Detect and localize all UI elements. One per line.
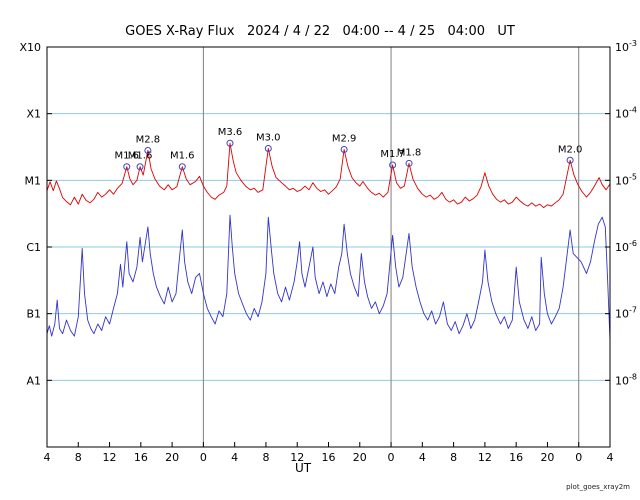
decade-gridlines	[47, 113, 610, 381]
x-tick-label: 4	[231, 451, 238, 464]
flare-peak-marker	[389, 161, 397, 169]
flare-peak-marker	[566, 156, 574, 164]
flare-class-label: M1.7	[380, 149, 405, 160]
x-tick-label: 8	[75, 451, 82, 464]
flare-class-label: M1.6	[170, 151, 195, 162]
x-tick-label: 16	[509, 451, 523, 464]
flare-peak-marker	[264, 145, 272, 153]
flux-power-label: 10-8	[615, 372, 637, 387]
flare-class-label: M1.8	[397, 147, 422, 158]
flare-annotations: M1.6M1.6M2.8M1.6M3.6 M3.0 M2.9M1.7M1.8 M2.0	[114, 127, 583, 171]
flux-power-label: 10-7	[615, 306, 637, 321]
x-axis-label: UT	[294, 461, 312, 475]
y-axis-right-labels: 10-3 10-4 10-5 10-6 10-7 10-8	[605, 39, 637, 387]
chart-title: GOES X-Ray Flux 2024 / 4 / 22 04:00 -- 4…	[125, 24, 515, 39]
x-tick-label: 0	[575, 451, 582, 464]
flare-class-label: M3.6	[218, 127, 243, 138]
x-tick-label: 0	[200, 451, 207, 464]
flare-peak-marker	[340, 146, 348, 154]
flux-class-label: A1	[26, 374, 41, 387]
flux-class-label: X10	[19, 41, 41, 54]
flare-peak-marker	[178, 163, 186, 171]
flux-power-label: 10-5	[615, 172, 637, 187]
flux-class-label: C1	[26, 241, 41, 254]
xray-short-series	[46, 214, 611, 341]
x-tick-label: 8	[262, 451, 269, 464]
x-tick-label: 4	[607, 451, 614, 464]
plot-credit-note: plot_goes_xray2m	[566, 483, 630, 491]
flux-class-label: X1	[26, 108, 41, 121]
flux-power-label: 10-3	[615, 39, 637, 54]
flare-peak-marker	[136, 163, 144, 171]
x-tick-label: 4	[44, 451, 51, 464]
flux-power-label: 10-4	[615, 106, 637, 121]
flare-class-label: M2.8	[136, 135, 161, 146]
x-tick-label: 0	[388, 451, 395, 464]
flare-class-label: M2.9	[332, 134, 357, 145]
flare-peak-marker	[144, 147, 152, 155]
x-tick-label: 8	[450, 451, 457, 464]
flux-class-label: M1	[25, 174, 42, 187]
flare-class-label: M3.0	[256, 133, 281, 144]
flare-class-label: M2.0	[558, 144, 583, 155]
flare-class-label: M1.6	[114, 151, 139, 162]
x-tick-label: 20	[540, 451, 554, 464]
x-tick-label: 16	[134, 451, 148, 464]
flare-peak-marker	[405, 159, 413, 167]
x-tick-label: 12	[478, 451, 492, 464]
x-axis-ticks: 4 8 12 16 20 0 4 8 12 16 20 0 4 8 12 16 20 0 4	[44, 442, 614, 464]
flare-peak-marker	[226, 139, 234, 147]
x-tick-label: 12	[290, 451, 304, 464]
flare-class-label: M1.6	[128, 151, 153, 162]
x-tick-label: 12	[103, 451, 117, 464]
flare-peak-marker	[123, 163, 131, 171]
flux-power-label: 10-6	[615, 239, 637, 254]
x-tick-label: 20	[165, 451, 179, 464]
x-tick-label: 4	[419, 451, 426, 464]
x-tick-label: 16	[322, 451, 336, 464]
x-tick-label: 20	[353, 451, 367, 464]
flux-class-label: B1	[26, 308, 41, 321]
y-axis-left-labels: X10 X1 M1 C1 B1 A1	[19, 41, 52, 387]
xray-long-series	[46, 142, 611, 209]
